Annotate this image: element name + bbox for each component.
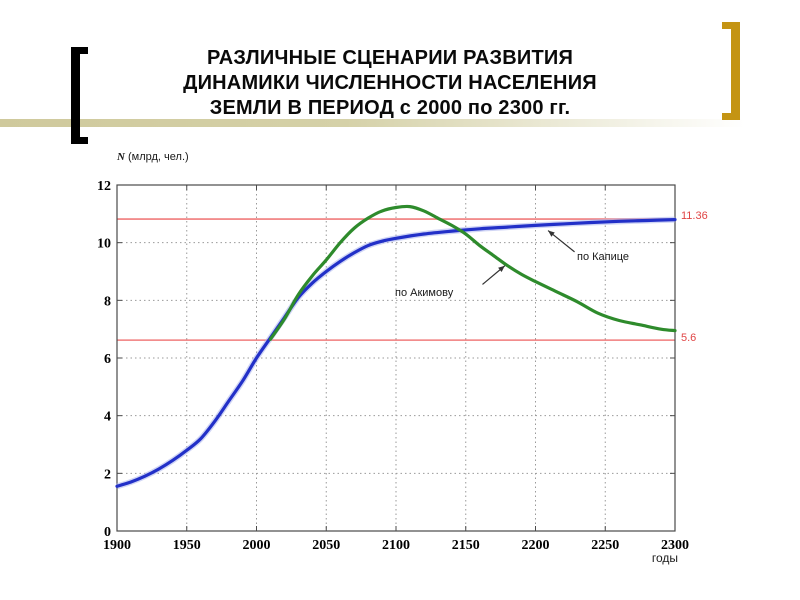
akimov-curve bbox=[268, 204, 677, 341]
arrow-head bbox=[498, 265, 505, 272]
arrow-head bbox=[548, 230, 555, 237]
kapitsa-curve-label: по Капице bbox=[577, 251, 630, 263]
kapitsa-curve bbox=[115, 218, 677, 488]
x-axis-label: годы bbox=[651, 551, 678, 565]
x-tick-label: 2150 bbox=[452, 538, 480, 553]
y-tick-label: 4 bbox=[104, 410, 111, 425]
y-tick-label: 12 bbox=[97, 179, 111, 194]
x-tick-label: 2200 bbox=[522, 538, 550, 553]
y-tick-label: 8 bbox=[104, 294, 111, 309]
y-tick-label: 0 bbox=[104, 525, 111, 540]
x-tick-label: 2300 bbox=[661, 538, 689, 553]
title-underline-decoration bbox=[0, 119, 768, 127]
x-tick-label: 2100 bbox=[382, 538, 410, 553]
title-line-1: РАЗЛИЧНЫЕ СЦЕНАРИИ РАЗВИТИЯ bbox=[206, 47, 574, 69]
y-tick-label: 2 bbox=[104, 467, 111, 482]
upper-reference-label: 11.36 bbox=[681, 210, 708, 222]
title-line-3: ЗЕМЛИ В ПЕРИОД с 2000 по 2300 гг. bbox=[209, 97, 571, 119]
y-tick-label: 10 bbox=[97, 237, 111, 252]
left-bracket-decoration bbox=[71, 47, 88, 144]
x-tick-label: 2250 bbox=[591, 538, 619, 553]
y-axis-symbol: N bbox=[117, 151, 125, 163]
lower-reference-label: 5.6 bbox=[681, 332, 697, 344]
slide-title: РАЗЛИЧНЫЕ СЦЕНАРИИ РАЗВИТИЯ ДИНАМИКИ ЧИС… bbox=[130, 46, 650, 121]
x-tick-label: 1950 bbox=[173, 538, 201, 553]
y-axis-unit: (млрд, чел.) bbox=[124, 151, 189, 163]
right-bracket-decoration bbox=[722, 22, 740, 120]
x-tick-label: 2000 bbox=[243, 538, 271, 553]
akimov-curve-label: по Акимову bbox=[395, 287, 454, 299]
title-line-2: ДИНАМИКИ ЧИСЛЕННОСТИ НАСЕЛЕНИЯ bbox=[183, 72, 597, 94]
y-tick-label: 6 bbox=[104, 352, 111, 367]
x-tick-label: 2050 bbox=[312, 538, 340, 553]
x-tick-label: 1900 bbox=[103, 538, 131, 553]
y-axis-label: N (млрд, чел.) bbox=[117, 151, 189, 163]
